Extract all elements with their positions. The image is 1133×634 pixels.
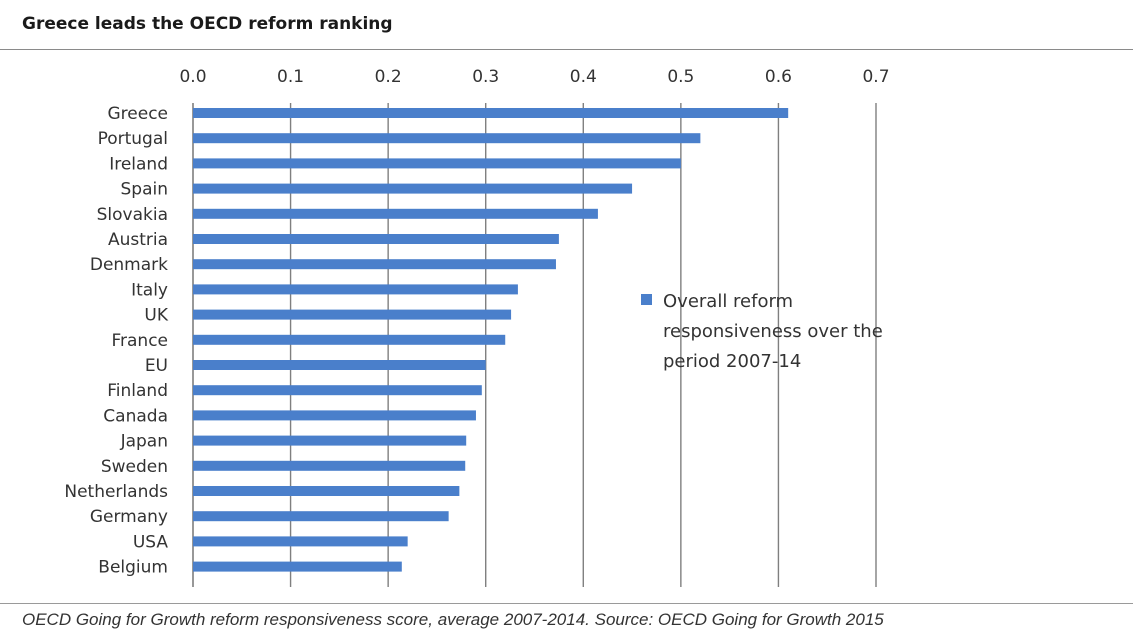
x-tick-label: 0.5 <box>667 67 694 87</box>
legend-label: responsiveness over the <box>663 321 883 342</box>
bar <box>193 334 506 345</box>
category-label: France <box>111 331 168 351</box>
bar <box>193 460 466 471</box>
bars <box>193 108 789 572</box>
category-label: Italy <box>131 280 168 300</box>
category-label: Finland <box>107 381 168 401</box>
legend-swatch <box>641 294 652 305</box>
category-label: Denmark <box>90 255 168 275</box>
bar <box>193 511 449 522</box>
bar <box>193 208 598 219</box>
category-label: Spain <box>121 180 169 200</box>
bar <box>193 410 476 421</box>
category-label: Germany <box>90 507 168 527</box>
category-label: Austria <box>108 230 168 250</box>
x-tick-label: 0.4 <box>570 67 597 87</box>
x-tick-label: 0.1 <box>277 67 304 87</box>
category-label: UK <box>144 306 168 326</box>
bar <box>193 158 681 169</box>
bar <box>193 435 467 446</box>
bar <box>193 561 402 572</box>
category-label: Greece <box>107 104 168 124</box>
category-label: Japan <box>120 432 168 452</box>
x-tick-label: 0.3 <box>472 67 499 87</box>
legend-label: Overall reform <box>663 291 793 312</box>
bar <box>193 183 633 194</box>
x-tick-label: 0.7 <box>862 67 889 87</box>
bar <box>193 486 460 496</box>
bar-chart: 0.0 0.1 0.2 0.3 0.4 0.5 0.6 0.7 Greece Portugal I… <box>64 67 890 587</box>
bar <box>193 284 518 295</box>
bar <box>193 133 701 144</box>
bar <box>193 108 789 118</box>
bar <box>193 385 482 396</box>
title-divider <box>0 49 1133 50</box>
bar <box>193 259 556 270</box>
footer-divider <box>0 603 1133 604</box>
page-title: Greece leads the OECD reform ranking <box>22 14 393 34</box>
category-label: Belgium <box>98 558 168 578</box>
source-note: OECD Going for Growth reform responsiven… <box>22 610 884 629</box>
category-label: EU <box>145 356 168 376</box>
category-label: Slovakia <box>97 205 168 225</box>
x-tick-label: 0.0 <box>179 67 206 87</box>
x-tick-label: 0.6 <box>765 67 792 87</box>
legend-label: period 2007-14 <box>663 351 801 372</box>
bar <box>193 536 408 547</box>
category-label: Canada <box>103 406 168 426</box>
category-label: Ireland <box>109 154 168 174</box>
legend: Overall reform responsiveness over the per… <box>641 291 883 372</box>
category-label: Portugal <box>98 129 168 149</box>
x-tick-labels: 0.0 0.1 0.2 0.3 0.4 0.5 0.6 0.7 <box>179 67 889 87</box>
bar <box>193 360 486 370</box>
bar <box>193 234 559 244</box>
bar <box>193 309 512 320</box>
category-label: Netherlands <box>64 482 168 502</box>
category-label: USA <box>133 532 169 552</box>
category-label: Sweden <box>101 457 168 477</box>
category-labels: Greece Portugal Ireland Spain Slovakia Austri… <box>64 104 168 578</box>
x-tick-label: 0.2 <box>375 67 402 87</box>
